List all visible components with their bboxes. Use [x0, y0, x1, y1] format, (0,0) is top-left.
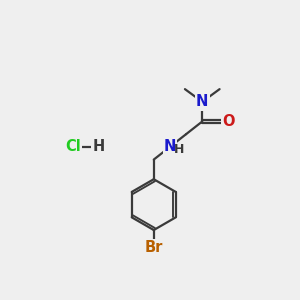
Text: H: H — [173, 143, 184, 156]
Text: Cl: Cl — [65, 140, 81, 154]
Text: Br: Br — [145, 240, 163, 255]
Text: H: H — [92, 140, 104, 154]
Text: N: N — [164, 140, 176, 154]
Text: N: N — [196, 94, 208, 109]
Text: O: O — [223, 114, 235, 129]
